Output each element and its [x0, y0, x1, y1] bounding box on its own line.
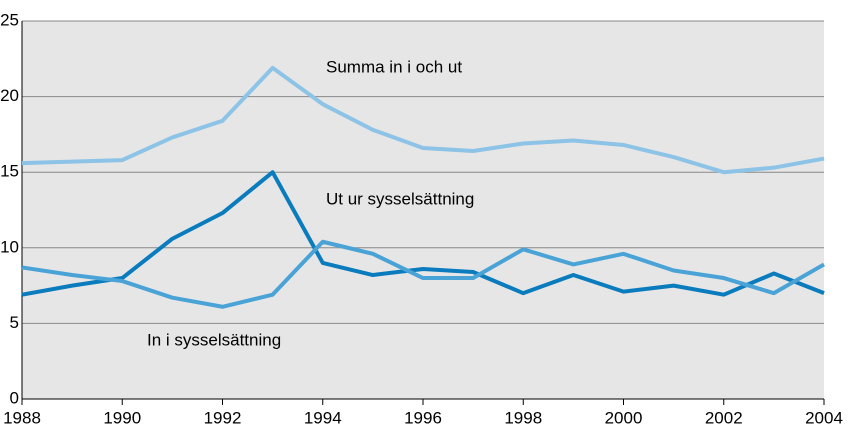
y-tick-label: 20: [0, 86, 19, 105]
y-tick-label: 10: [0, 237, 19, 256]
x-tick-label: 2002: [705, 408, 743, 427]
y-tick-label: 25: [0, 10, 19, 29]
series-line: [21, 239, 825, 309]
series-label: In i sysselsättning: [147, 330, 281, 349]
series-line: [21, 170, 825, 297]
x-tick-label: 1990: [103, 408, 141, 427]
y-tick-label: 5: [10, 313, 19, 332]
x-tick-label: 2004: [805, 408, 843, 427]
series-label: Ut ur sysselsättning: [326, 189, 474, 208]
series-label: Summa in i och ut: [326, 57, 462, 76]
x-tick-label: 1996: [404, 408, 442, 427]
x-tick-label: 2000: [605, 408, 643, 427]
y-tick-label: 0: [10, 388, 19, 407]
x-tick-label: 1998: [504, 408, 542, 427]
x-tick-label: 1992: [204, 408, 242, 427]
y-tick-label: 15: [0, 162, 19, 181]
x-tick-label: 1988: [3, 408, 41, 427]
x-tick-label: 1994: [304, 408, 342, 427]
plot-area: [22, 21, 824, 399]
series-line: [21, 65, 825, 175]
